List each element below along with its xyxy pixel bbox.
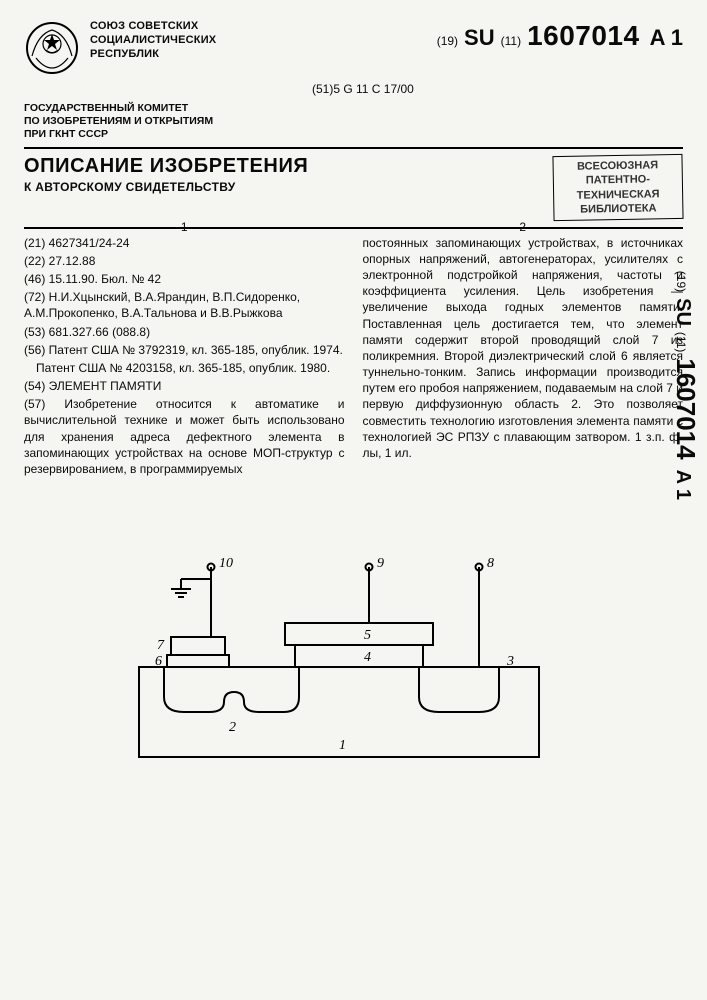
svg-text:7: 7 — [157, 638, 165, 653]
side-number: 1607014 — [670, 358, 701, 459]
side-publication-code: (19) SU (11) 1607014 A 1 — [670, 271, 701, 500]
prefix-19: (19) — [437, 34, 458, 48]
field-46: (46) 15.11.90. Бюл. № 42 — [24, 271, 345, 287]
side-su: SU — [671, 298, 694, 326]
svg-text:3: 3 — [506, 654, 514, 669]
field-54: (54) ЭЛЕМЕНТ ПАМЯТИ — [24, 378, 345, 394]
svg-text:8: 8 — [487, 556, 494, 571]
publication-code: (19) SU (11) 1607014 A 1 — [437, 20, 683, 52]
figure: 1 2 3 4 5 67 8 9 10 — [24, 537, 683, 777]
column-number: 2 — [519, 219, 526, 235]
stamp-line: БИБЛИОТЕКА — [560, 201, 676, 217]
bibliographic-columns: 1 (21) 4627341/24-24 (22) 27.12.88 (46) … — [24, 235, 683, 478]
field-22: (22) 27.12.88 — [24, 253, 345, 269]
svg-text:1: 1 — [339, 738, 346, 753]
header-row: СОЮЗ СОВЕТСКИХ СОЦИАЛИСТИЧЕСКИХ РЕСПУБЛИ… — [24, 20, 683, 76]
title-block: ОПИСАНИЕ ИЗОБРЕТЕНИЯ К АВТОРСКОМУ СВИДЕТ… — [24, 155, 683, 220]
library-stamp: ВСЕСОЮЗНАЯ ПАТЕНТНО-ТЕХНИЧЕСКАЯ БИБЛИОТЕ… — [552, 154, 683, 221]
side-prefix-19: (19) — [674, 271, 688, 292]
ussr-emblem-icon — [24, 20, 80, 76]
document-title: ОПИСАНИЕ ИЗОБРЕТЕНИЯ — [24, 155, 541, 178]
doc-number: 1607014 — [527, 20, 640, 52]
right-column: 2 постоянных запоминающих устройствах, в… — [363, 235, 684, 478]
divider — [24, 147, 683, 149]
field-21: (21) 4627341/24-24 — [24, 235, 345, 251]
column-number: 1 — [181, 219, 188, 235]
svg-text:9: 9 — [377, 556, 384, 571]
side-prefix-11: (11) — [674, 332, 688, 352]
ipc-classification: (51)5 G 11 C 17/00 — [312, 82, 683, 96]
abstract-left: (57) Изобретение относится к автоматике … — [24, 396, 345, 477]
field-56b: Патент США № 4203158, кл. 365-185, опубл… — [24, 360, 345, 376]
svg-text:4: 4 — [364, 650, 371, 665]
stamp-line: ПАТЕНТНО-ТЕХНИЧЕСКАЯ — [560, 173, 676, 204]
svg-text:5: 5 — [364, 628, 371, 643]
left-column: 1 (21) 4627341/24-24 (22) 27.12.88 (46) … — [24, 235, 345, 478]
svg-text:10: 10 — [219, 556, 233, 571]
svg-text:6: 6 — [155, 654, 162, 669]
country-code: SU — [464, 25, 495, 51]
field-53: (53) 681.327.66 (088.8) — [24, 324, 345, 340]
field-56: (56) Патент США № 3792319, кл. 365-185, … — [24, 342, 345, 358]
field-72: (72) Н.И.Хцынский, В.А.Ярандин, В.П.Сидо… — [24, 289, 345, 321]
committee-name: ГОСУДАРСТВЕННЫЙ КОМИТЕТ ПО ИЗОБРЕТЕНИЯМ … — [24, 102, 683, 141]
svg-text:2: 2 — [229, 720, 236, 735]
divider — [24, 227, 683, 229]
abstract-right: постоянных запоминающих устройствах, в и… — [363, 235, 684, 462]
org-name: СОЮЗ СОВЕТСКИХ СОЦИАЛИСТИЧЕСКИХ РЕСПУБЛИ… — [90, 20, 216, 61]
document-subtitle: К АВТОРСКОМУ СВИДЕТЕЛЬСТВУ — [24, 180, 541, 194]
prefix-11: (11) — [501, 34, 521, 48]
kind-code: A 1 — [650, 25, 683, 51]
side-suffix: A 1 — [671, 470, 694, 500]
